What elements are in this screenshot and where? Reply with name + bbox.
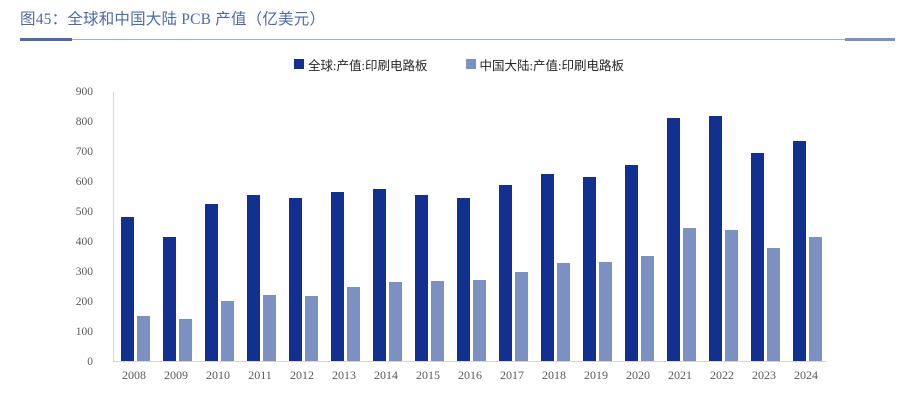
figure-title: 图45：全球和中国大陆 PCB 产值（亿美元） [20,11,326,28]
bar-global-2017 [498,184,512,361]
bar-china-2021 [682,228,696,361]
x-axis-tick-label: 2023 [752,368,776,382]
x-axis-tick-label: 2009 [164,368,188,382]
bar-group-2008 [114,92,156,361]
bar-group-2019 [576,92,618,361]
legend-item-global: 全球:产值:印刷电路板 [294,55,428,74]
x-axis-tick-label: 2011 [248,368,272,382]
bar-china-2016 [472,279,486,361]
x-axis-tick-label: 2022 [710,368,734,382]
bar-group-2020 [618,92,660,361]
bar-global-2018 [540,173,554,361]
bar-china-2013 [346,287,360,361]
bar-china-2023 [766,247,780,361]
bar-group-2024 [786,92,828,361]
bar-global-2024 [792,140,806,361]
x-axis-tick-label: 2013 [332,368,356,382]
legend-label: 全球:产值:印刷电路板 [308,58,428,73]
y-axis-tick-label: 100 [75,326,93,338]
y-axis-tick-label: 700 [75,146,93,158]
header-rule [20,38,895,41]
x-axis-tick-label: 2021 [668,368,692,382]
bar-global-2009 [162,237,176,361]
bar-global-2015 [414,195,428,361]
bar-group-2021 [660,92,702,361]
x-axis-tick-label: 2015 [416,368,440,382]
bar-global-2022 [708,115,722,361]
bar-global-2008 [120,216,134,361]
bar-group-2011 [240,92,282,361]
bar-global-2020 [624,165,638,361]
chart-legend: 全球:产值:印刷电路板 中国大陆:产值:印刷电路板 [0,55,918,74]
bar-global-2021 [666,118,680,361]
bar-group-2023 [744,92,786,361]
x-axis-tick-label: 2016 [458,368,482,382]
plot-area [113,92,827,362]
y-axis-tick-label: 400 [75,236,93,248]
bar-group-2014 [366,92,408,361]
legend-swatch-icon [294,59,305,69]
bar-group-2015 [408,92,450,361]
bar-china-2008 [136,316,150,361]
y-axis-tick-label: 300 [75,266,93,278]
bar-china-2009 [178,319,192,361]
bar-group-2018 [534,92,576,361]
x-axis-tick-label: 2008 [122,368,146,382]
bar-global-2011 [246,194,260,361]
x-axis-tick-label: 2019 [584,368,608,382]
bar-global-2012 [288,198,302,361]
bar-group-2013 [324,92,366,361]
bar-global-2023 [750,152,764,361]
bar-china-2012 [304,296,318,361]
bar-group-2009 [156,92,198,361]
y-axis-tick-label: 200 [75,296,93,308]
legend-swatch-icon [465,59,476,69]
bar-global-2013 [330,192,344,361]
bar-china-2010 [220,301,234,361]
header-rule-right-accent [845,38,895,41]
bar-global-2019 [582,177,596,361]
bar-group-2012 [282,92,324,361]
legend-label: 中国大陆:产值:印刷电路板 [479,58,624,73]
x-axis-tick-label: 2024 [794,368,818,382]
bar-china-2011 [262,295,276,361]
bar-china-2020 [640,256,654,361]
y-axis-tick-label: 600 [75,176,93,188]
x-axis-tick-label: 2010 [206,368,230,382]
y-axis-tick-label: 500 [75,206,93,218]
x-axis-tick-label: 2018 [542,368,566,382]
bar-china-2019 [598,262,612,361]
bar-china-2018 [556,262,570,361]
bar-group-2016 [450,92,492,361]
bar-china-2015 [430,280,444,361]
bar-china-2022 [724,230,738,361]
bar-group-2022 [702,92,744,361]
x-axis-tick-label: 2012 [290,368,314,382]
legend-item-china: 中国大陆:产值:印刷电路板 [465,55,624,74]
bar-group-2010 [198,92,240,361]
y-axis-tick-label: 900 [75,86,93,98]
x-axis-tick-label: 2017 [500,368,524,382]
bar-chart: 0 100 200 300 400 500 600 700 800 900 2008 2009 2010… [0,85,918,400]
bar-global-2014 [372,188,386,361]
bar-china-2024 [808,237,822,361]
header-rule-left-accent [20,38,72,41]
x-axis-tick-label: 2014 [374,368,398,382]
y-axis-tick-label: 0 [87,356,93,368]
bar-global-2010 [204,203,218,361]
bar-china-2017 [514,271,528,361]
x-axis-tick-label: 2020 [626,368,650,382]
y-axis-tick-label: 800 [75,116,93,128]
bar-china-2014 [388,282,402,361]
bar-global-2016 [456,198,470,361]
header-rule-line [20,39,895,40]
bar-group-2017 [492,92,534,361]
